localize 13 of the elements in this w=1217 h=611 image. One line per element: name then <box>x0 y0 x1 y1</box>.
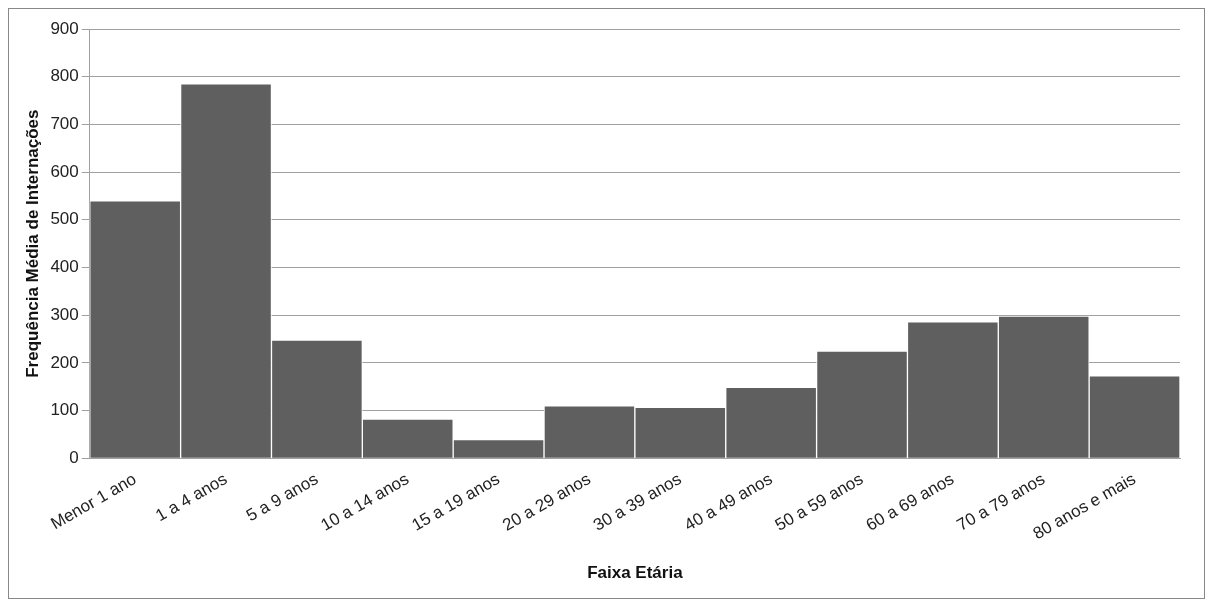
y-tick-label: 900 <box>50 18 79 38</box>
y-axis-title: Frequência Média de Internações <box>22 109 42 378</box>
y-tick-label: 500 <box>50 209 79 229</box>
y-tick-label: 400 <box>50 257 79 277</box>
x-axis-title: Faixa Etária <box>587 563 684 583</box>
y-tick-label: 300 <box>50 304 79 324</box>
y-tick-label: 700 <box>50 114 79 134</box>
y-tick-label: 100 <box>50 400 79 420</box>
y-tick-label: 800 <box>50 66 79 86</box>
y-tick-label: 0 <box>69 447 79 467</box>
y-tick-label: 200 <box>50 352 79 372</box>
y-tick-label: 600 <box>50 161 79 181</box>
x-tick-label: 1 a 4 anos <box>152 469 231 526</box>
